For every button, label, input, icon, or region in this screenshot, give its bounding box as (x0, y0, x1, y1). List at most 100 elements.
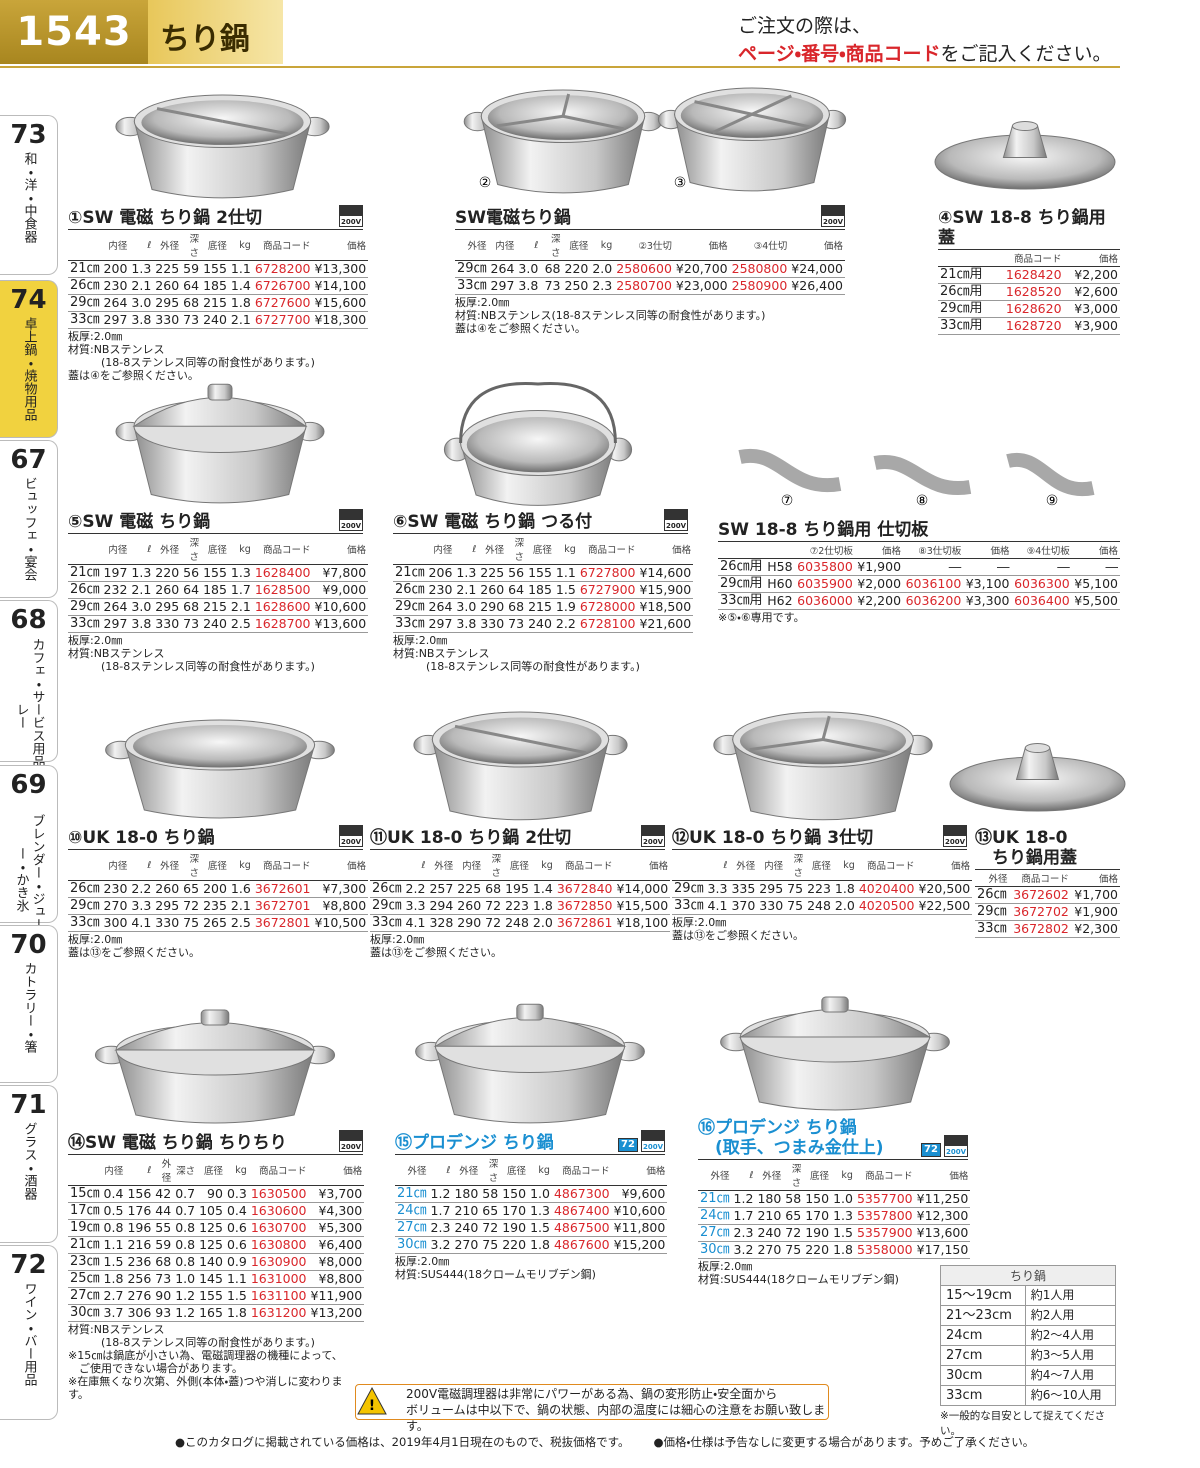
badges: 200V (942, 825, 967, 847)
product-title: ⑤SW 電磁 ちり鍋 200V (68, 509, 363, 534)
spec-cell: 1631100 (248, 1287, 309, 1305)
spec-cell: 270 (755, 1241, 784, 1259)
header-spacer (68, 850, 102, 881)
spec-row: 21㎝ 1.2 180 58 150 1.0 4867300 ¥9,600 (395, 1185, 668, 1203)
column-header: 深さ (783, 1160, 804, 1191)
spec-row: 26㎝ 2.2 257 225 68 195 1.4 3672840 ¥14,000 (370, 880, 671, 898)
notes: 板厚:2.0㎜ 蓋は⑬をご参照ください。 (672, 916, 967, 942)
spec-cell: 1628620 (993, 300, 1064, 318)
lid-knob (1002, 125, 1048, 158)
spec-cell: 328 (427, 914, 456, 932)
serving-cell: 15〜19cm (940, 1285, 1026, 1306)
spec-cell: 125 (197, 1219, 225, 1237)
serving-guide: ちり鍋 15〜19cm 約1人用 21〜23cm 約2人用 24cm 約2〜4人用 27cm 約… (940, 1265, 1117, 1438)
column-header: 商品コード (554, 850, 615, 881)
tab-number: 70 (10, 930, 47, 960)
handle (918, 1032, 950, 1052)
spec-cell: 33㎝ (455, 277, 489, 295)
product-block: ⑤SW 電磁 ちり鍋 200V 内径 ℓ 外径 深さ 底径 kg 商品コード 価格 21㎝ 197 1.… (68, 509, 369, 673)
column-header: 価格 (789, 230, 845, 261)
spec-row: 33㎝ 297 3.8 73 250 2.3 2580700 ¥23,000 2580900 ¥2… (455, 277, 845, 295)
spec-cell: 6036300 (1011, 575, 1072, 593)
spec-cell: 265 (201, 914, 229, 932)
column-header: 商品コード (252, 534, 313, 565)
product-title: ⑭SW 電磁 ちり鍋 ちりちり 200V (68, 1130, 363, 1155)
pot-divider (454, 724, 521, 741)
product-block: ⑮プロデンジ ちり鍋 72 200V 外径 ℓ 外径 深さ 底径 kg 商品コード 価格 21㎝ 1.2… (395, 1130, 668, 1281)
tab-label: 和・洋・中食器 (21, 152, 37, 243)
spec-cell: ¥13,600 (914, 1224, 971, 1242)
spec-cell: 33㎝ (68, 615, 102, 633)
section-tab: 67 ビュッフェ・宴会 (0, 440, 58, 598)
spec-cell: 73 (540, 277, 563, 295)
spec-cell: 370 (729, 897, 758, 915)
column-header: 底径 (803, 1160, 832, 1191)
spec-cell: 297 (101, 615, 130, 633)
spec-cell: 0.7 (173, 1185, 198, 1203)
spec-cell: 59 (153, 1236, 174, 1254)
spec-cell: 29㎝ (68, 897, 102, 915)
spec-cell: 216 (125, 1236, 154, 1254)
lid (949, 756, 1126, 812)
column-header: 内径 (488, 230, 517, 261)
spec-cell: 1.3 (129, 260, 154, 278)
badge: 200V (338, 509, 363, 531)
spec-cell: 1628700 (252, 615, 313, 633)
spec-cell: 1628600 (252, 598, 313, 616)
column-header: 底径 (805, 850, 833, 881)
column-header: kg (228, 850, 253, 881)
note-line: 蓋は⑬をご参照ください。 (672, 929, 804, 942)
serving-cell: 約1人用 (1024, 1285, 1117, 1306)
spec-cell: ¥6,400 (308, 1236, 365, 1254)
note-line: 材質:NBステンレス(18-8ステンレス同等の耐食性があります。) (455, 309, 766, 322)
badges: 200V (640, 825, 665, 847)
bail-handle (459, 381, 617, 444)
note-line: ※⑤・⑥専用です。 (718, 611, 805, 624)
spec-cell: 264 (488, 260, 517, 278)
spec-cell: 240 (201, 615, 229, 633)
spec-cell: 257 (427, 880, 456, 898)
spec-cell: 3672840 (554, 880, 615, 898)
header-rule (0, 66, 1120, 68)
note-line: ※15㎝は鍋底が小さい為、電磁調理器の機種によって、 (68, 1349, 343, 1362)
spec-cell: 3.2 (428, 1236, 453, 1254)
spec-cell: ¥24,000 (789, 260, 845, 278)
spec-cell: 206 (426, 564, 455, 582)
spec-cell: 3672801 (252, 914, 313, 932)
column-header: 価格 (312, 230, 369, 261)
note-line: 材質:SUS444(18クロームモリブデン鋼) (698, 1273, 899, 1286)
note-line: 板厚:2.0㎜ (395, 1255, 450, 1268)
spec-cell: 0.8 (101, 1219, 126, 1237)
pot-body (480, 115, 646, 194)
spec-cell: 2580700 (614, 277, 674, 295)
pot-body (124, 744, 316, 819)
spec-cell: 4020400 (856, 880, 917, 898)
spec-cell: ¥20,700 (673, 260, 730, 278)
spec-row: 33㎝ 297 3.8 330 73 240 2.1 6727700 ¥18,300 (68, 311, 369, 329)
spec-table: 外径 ℓ 外径 深さ 底径 kg 商品コード 価格 21㎝ 1.2 180 58 150 1.0 53577… (698, 1160, 971, 1259)
warning-box: 200V電磁調理器は非常にパワーがある為、鍋の変形防止・安全面から ボリュームは中… (355, 1384, 829, 1433)
spec-cell: 0.6 (224, 1236, 249, 1254)
pot-rim (674, 87, 830, 141)
spec-cell: 4867500 (551, 1219, 612, 1237)
header-spacer (672, 850, 706, 881)
spec-cell: ¥18,300 (312, 311, 369, 329)
spec-cell: 1.5 (224, 1287, 249, 1305)
product-title: SW電磁ちり鍋 200V (455, 205, 845, 230)
spec-cell: 6727800 (577, 564, 638, 582)
serving-row: 33cm 約6〜10人用 (940, 1385, 1117, 1406)
spec-cell: ¥15,500 (614, 897, 671, 915)
spec-cell: 6727600 (252, 294, 313, 312)
tab-number: 72 (10, 1250, 47, 1280)
lid-knob (200, 1009, 230, 1026)
header-spacer (68, 1155, 102, 1186)
spec-cell: 29㎝ (393, 598, 427, 616)
pot-body (739, 1036, 931, 1111)
spec-row: 33㎝用 1628720 ¥3,900 (938, 317, 1120, 335)
pot-rim (480, 89, 646, 143)
spec-cell: 2.1 (228, 311, 253, 329)
spec-cell: ¥11,900 (308, 1287, 365, 1305)
tab-number: 74 (10, 285, 47, 315)
spec-cell: ¥10,600 (312, 598, 369, 616)
spec-cell: 2.7 (101, 1287, 126, 1305)
